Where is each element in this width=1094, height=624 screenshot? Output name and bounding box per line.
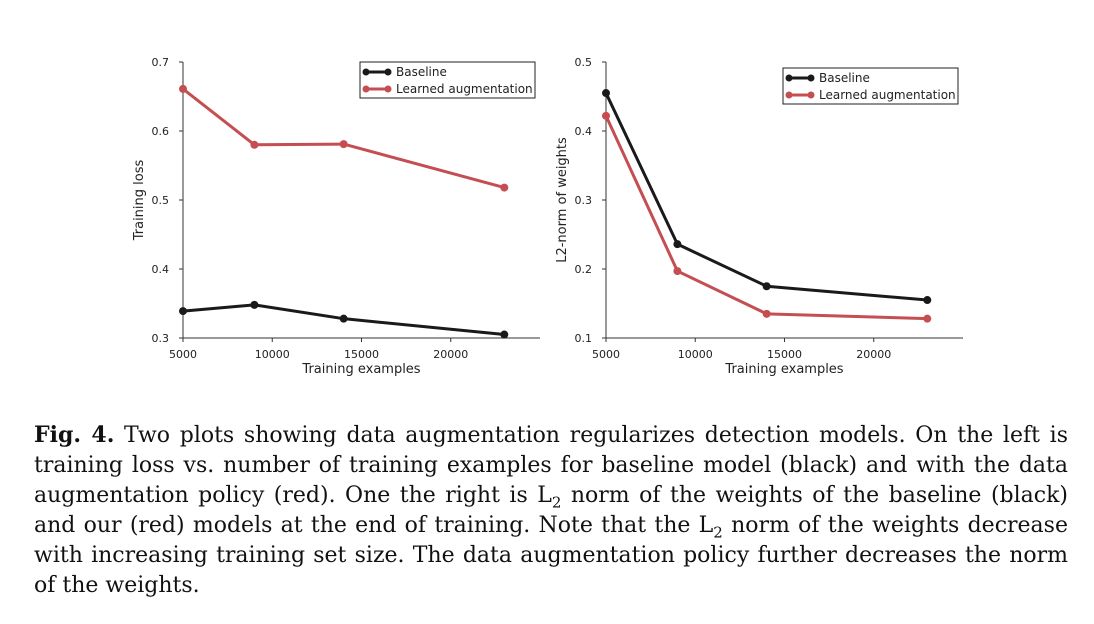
data-point (179, 307, 187, 316)
chart-l2-norm: 5000 10000 15000 20000 0.1 0.2 0.3 0.4 0.5 Traini… (555, 56, 963, 377)
data-point (179, 84, 187, 93)
y-tick-label: 0.6 (152, 125, 170, 138)
x-tick-label: 5000 (169, 348, 197, 361)
legend-swatch-marker (807, 74, 815, 82)
x-tick-label: 15000 (767, 348, 802, 361)
x-tick-label: 20000 (856, 348, 891, 361)
data-point (602, 111, 610, 120)
data-point (250, 140, 259, 149)
legend-swatch-marker (807, 91, 815, 99)
caption-label: Fig. 4. (34, 422, 115, 448)
data-point (673, 267, 682, 276)
legend-label: Learned augmentation (819, 88, 956, 102)
x-axis-title: Training examples (301, 362, 420, 377)
data-point (250, 300, 259, 309)
legend-label: Learned augmentation (396, 82, 533, 96)
legend-swatch-marker (785, 74, 793, 82)
series-line-learned-augmentation (182, 87, 505, 190)
x-tick-label: 15000 (344, 348, 379, 361)
legend-swatch-marker (384, 68, 392, 76)
y-tick-label: 0.5 (575, 56, 593, 69)
series-line-baseline (604, 92, 928, 302)
data-point (500, 183, 509, 192)
data-point (339, 140, 348, 149)
data-point (500, 330, 509, 339)
caption-subscript-1: 2 (551, 493, 562, 512)
data-point (923, 296, 932, 305)
y-axis-title: L2-norm of weights (555, 137, 570, 263)
y-tick-label: 0.3 (575, 194, 593, 207)
legend-swatch-marker (362, 85, 370, 93)
data-point (673, 240, 682, 249)
chart-training-loss: 5000 10000 15000 20000 0.3 0.4 0.5 0.6 0.7 Traini… (132, 56, 540, 377)
legend-swatch-marker (384, 85, 392, 93)
series-line-baseline (182, 303, 505, 337)
y-axis-title: Training loss (132, 160, 147, 242)
caption-subscript-2: 2 (713, 523, 723, 542)
y-tick-label: 0.4 (152, 263, 170, 276)
figure-caption: Fig. 4. Two plots showing data augmentat… (34, 420, 1068, 601)
x-tick-label: 10000 (678, 348, 713, 361)
x-axis-title: Training examples (724, 362, 843, 377)
y-tick-label: 0.3 (152, 332, 170, 345)
x-tick-label: 20000 (433, 348, 468, 361)
data-point (762, 309, 771, 318)
y-tick-label: 0.7 (152, 56, 170, 69)
y-tick-label: 0.2 (575, 263, 593, 276)
y-tick-label: 0.4 (575, 125, 593, 138)
legend-swatch-marker (785, 91, 793, 99)
series-line-learned-augmentation (604, 115, 928, 321)
x-tick-label: 5000 (592, 348, 620, 361)
legend-swatch-marker (362, 68, 370, 76)
caption-text-2: norm of the weights of the baseline (bla… (34, 483, 1068, 538)
legend-label: Baseline (819, 71, 870, 85)
data-point (339, 314, 348, 323)
y-tick-label: 0.5 (152, 194, 170, 207)
y-tick-label: 0.1 (575, 332, 593, 345)
data-point (602, 89, 610, 98)
x-tick-label: 10000 (255, 348, 290, 361)
caption-text-1: Two plots showing data augmentation regu… (34, 423, 1068, 508)
data-point (762, 282, 771, 291)
caption-text-3: norm of the weights decrease with increa… (34, 513, 1068, 598)
figure: 5000 10000 15000 20000 0.3 0.4 0.5 0.6 0.7 Traini… (132, 56, 963, 377)
legend-label: Baseline (396, 65, 447, 79)
data-point (923, 314, 932, 323)
